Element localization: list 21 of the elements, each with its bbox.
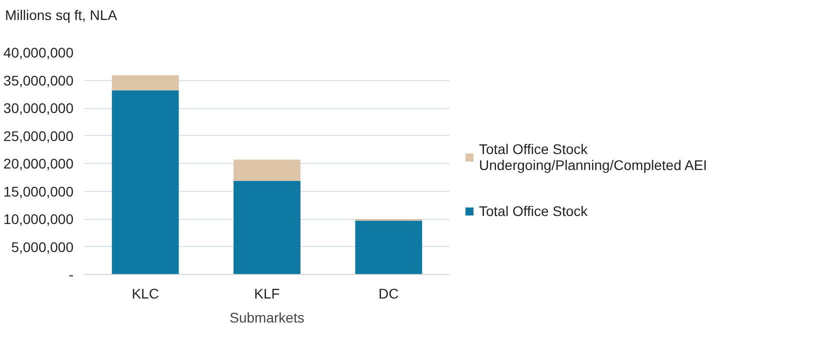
y-tick-label: 20,000,000 (3, 156, 74, 172)
legend-label: Total Office Stock (479, 203, 588, 219)
legend-label: Total Office Stock Undergoing/Planning/Completed AEI (479, 141, 708, 173)
x-tick-label: KLC (132, 286, 159, 302)
y-tick-label: 5,000,000 (11, 238, 74, 255)
y-axis-title: Millions sq ft, NLA (5, 6, 118, 25)
x-tick-label: DC (378, 286, 399, 302)
y-tick-label: 30,000,000 (3, 100, 74, 116)
y-tick-label: 40,000,000 (3, 44, 74, 60)
y-tick-label: - (68, 266, 74, 282)
bar (112, 75, 179, 90)
x-axis-title: Submarkets (230, 310, 304, 326)
y-tick-label: 35,000,000 (3, 72, 74, 88)
y-tick-label: 25,000,000 (3, 128, 74, 144)
bar (355, 220, 422, 274)
y-tick-label: 15,000,000 (3, 183, 74, 200)
y-tick-label: 10,000,000 (3, 211, 74, 227)
bar (234, 180, 300, 274)
bar (112, 90, 179, 274)
bar (234, 160, 300, 181)
x-tick-label: KLF (254, 286, 280, 302)
